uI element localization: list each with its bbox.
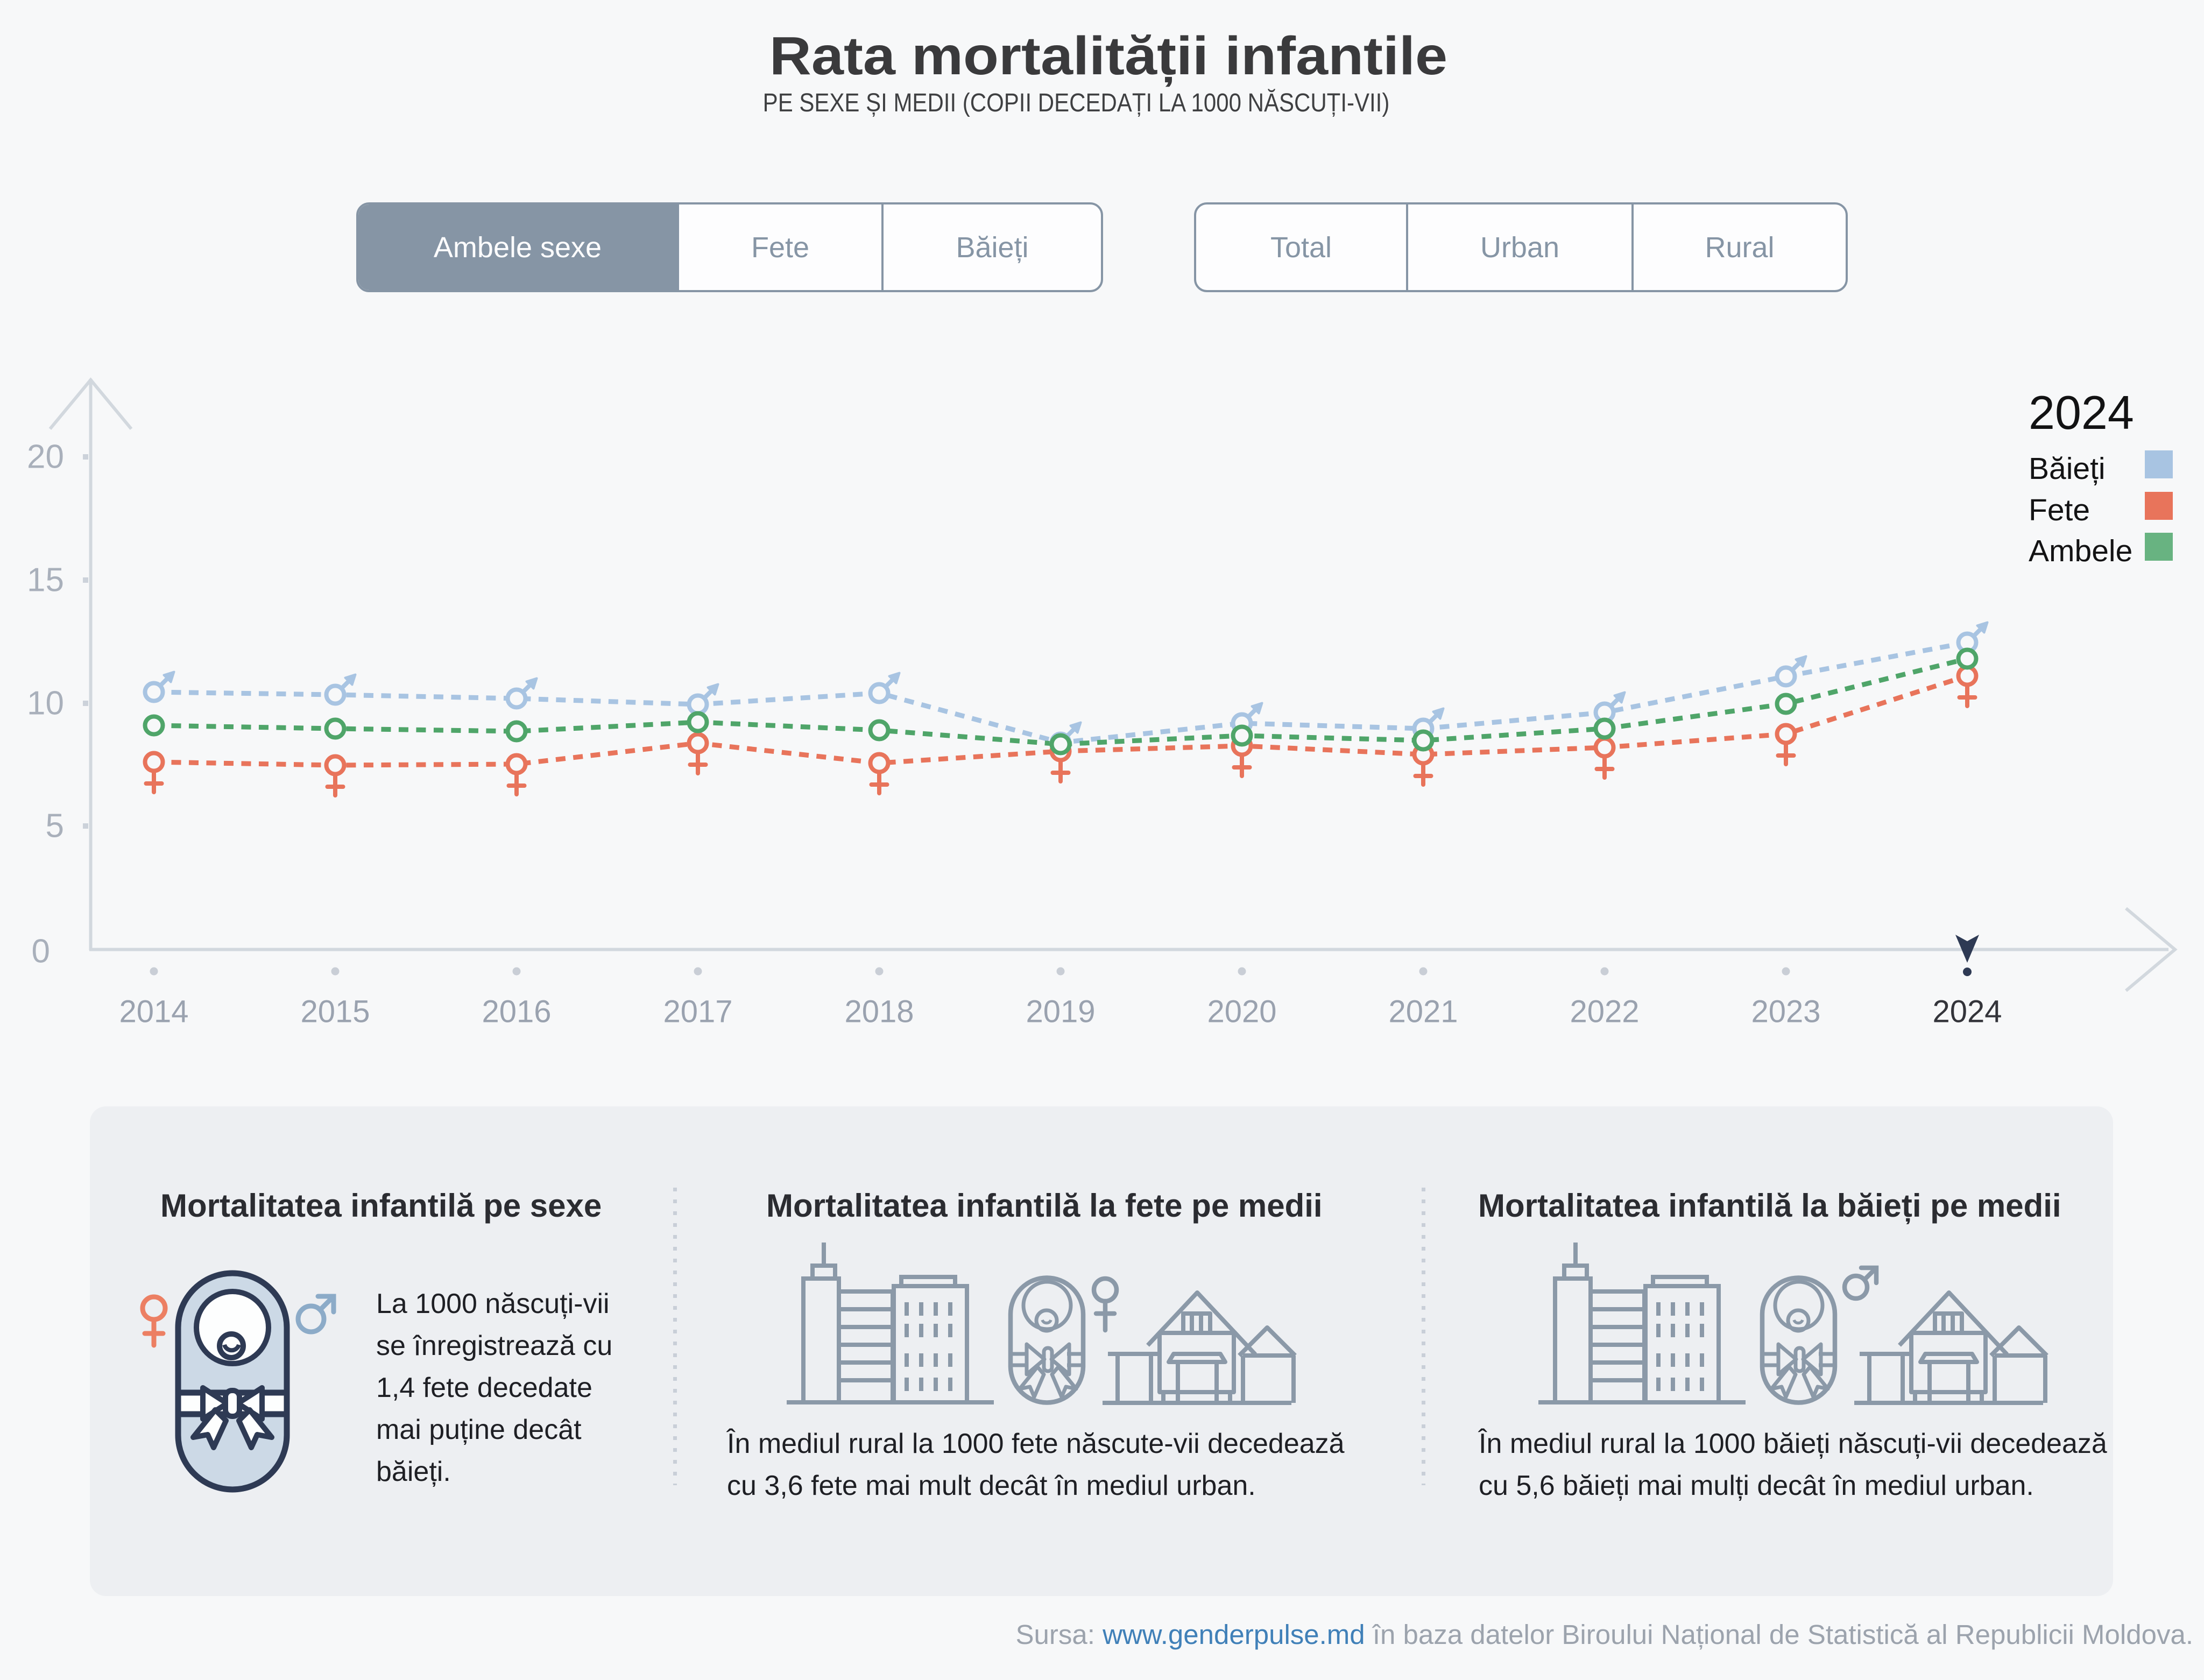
svg-text:2021: 2021 <box>1388 994 1458 1029</box>
svg-text:2022: 2022 <box>1570 994 1639 1029</box>
svg-text:2019: 2019 <box>1026 994 1095 1029</box>
svg-text:2024: 2024 <box>1932 994 2002 1029</box>
svg-text:2023: 2023 <box>1751 994 1820 1029</box>
svg-text:20: 20 <box>27 439 64 476</box>
svg-text:2016: 2016 <box>482 994 551 1029</box>
svg-text:15: 15 <box>27 562 64 599</box>
svg-text:2017: 2017 <box>663 994 732 1029</box>
svg-text:2018: 2018 <box>844 994 914 1029</box>
svg-text:0: 0 <box>32 933 50 970</box>
svg-text:5: 5 <box>46 808 64 845</box>
svg-text:2015: 2015 <box>300 994 370 1029</box>
svg-text:2020: 2020 <box>1207 994 1276 1029</box>
svg-text:10: 10 <box>27 685 64 722</box>
svg-text:2014: 2014 <box>119 994 188 1029</box>
